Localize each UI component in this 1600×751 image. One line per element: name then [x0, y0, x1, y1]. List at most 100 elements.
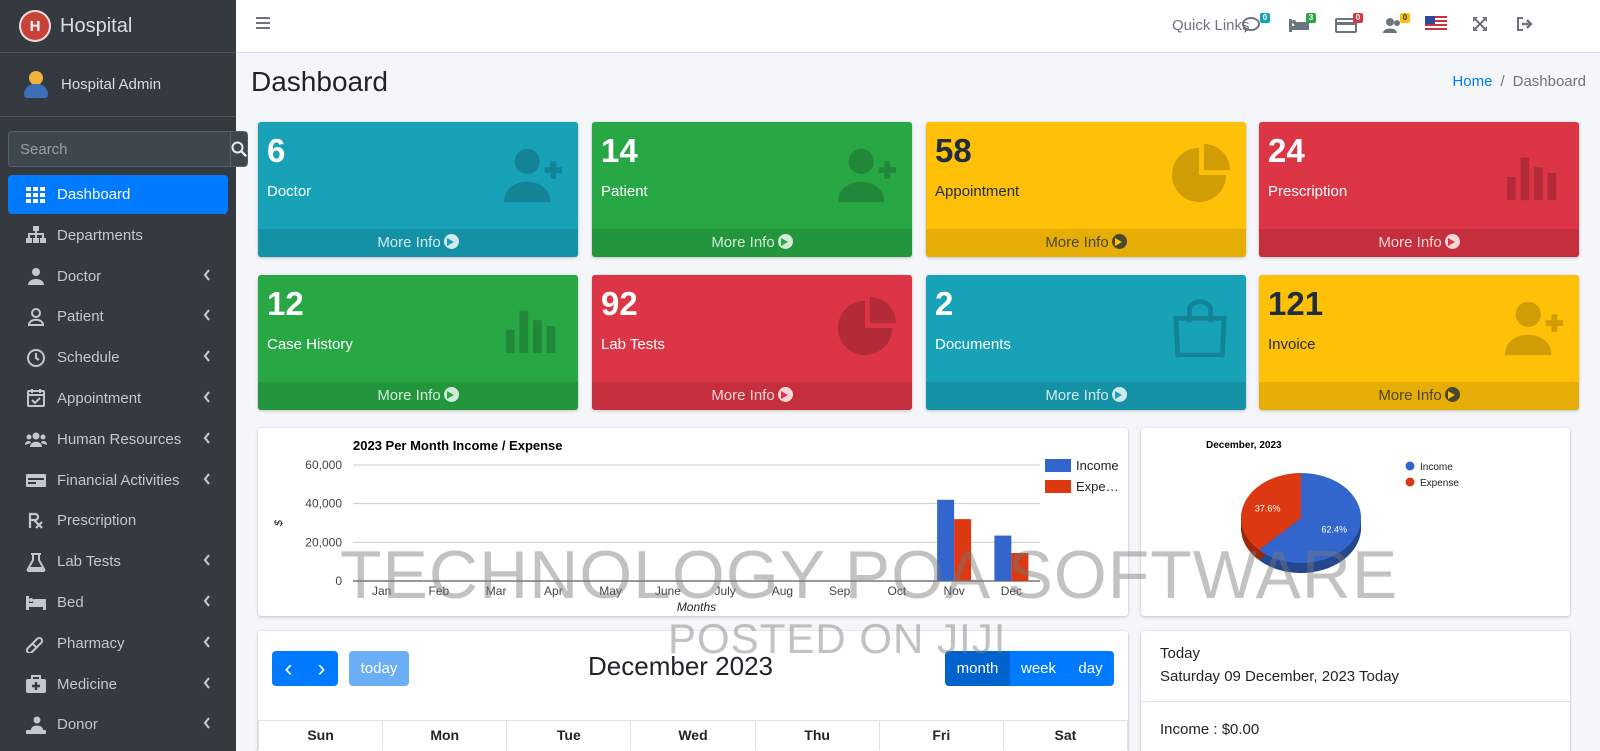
chevron-left-icon[interactable] [203, 594, 211, 610]
chevron-left-icon[interactable] [203, 390, 211, 406]
sidebar-item-label: Pharmacy [57, 634, 125, 652]
chevron-left-icon[interactable] [203, 716, 211, 732]
bed-icon [25, 592, 47, 612]
chevron-left-icon[interactable] [203, 472, 211, 488]
stat-label: Prescription [1268, 183, 1348, 200]
income-expense-bar-chart: 2023 Per Month Income / Expense 60,000 40,… [273, 438, 1119, 614]
sidebar-item-financial-activities[interactable]: Financial Activities [8, 461, 228, 500]
flask-icon [25, 552, 47, 572]
user-panel[interactable]: Hospital Admin [0, 53, 236, 117]
more-info-link[interactable]: More Info [1259, 229, 1579, 257]
sidebar-item-human-resources[interactable]: Human Resources [8, 420, 228, 459]
sidebar-item-dashboard[interactable]: Dashboard [8, 175, 228, 214]
sidebar-item-donor[interactable]: Donor [8, 705, 228, 744]
calendar-month-view-button[interactable]: month [945, 651, 1010, 686]
user-plus-icon [1504, 301, 1564, 356]
chevron-left-icon[interactable] [203, 268, 211, 284]
bed-button[interactable]: 3 [1288, 13, 1316, 36]
chart-title: December, 2023 [1206, 440, 1282, 451]
search-input[interactable] [8, 131, 230, 167]
more-info-link[interactable]: More Info [258, 382, 578, 410]
stat-value: 58 [935, 132, 972, 169]
chevron-right-icon: › [317, 654, 326, 682]
more-info-label: More Info [1378, 387, 1442, 404]
more-info-link[interactable]: More Info [926, 382, 1246, 410]
stat-box-documents: 2 Documents More Info [926, 275, 1246, 410]
x-tick-label: Nov [943, 584, 964, 598]
more-info-link[interactable]: More Info [592, 382, 912, 410]
user-name[interactable]: Hospital Admin [61, 76, 162, 93]
brand-link[interactable]: H Hospital [0, 0, 236, 53]
sidebar-item-departments[interactable]: Departments [8, 216, 228, 255]
calendar-week-view-button[interactable]: week [1010, 651, 1067, 686]
language-button[interactable] [1425, 16, 1449, 36]
stat-label: Doctor [267, 183, 312, 200]
stat-box-appointment: 58 Appointment More Info [926, 122, 1246, 257]
bar-income-dec[interactable] [994, 535, 1012, 581]
chevron-left-icon[interactable] [203, 308, 211, 324]
menu-toggle-icon[interactable] [256, 17, 270, 31]
hospital-logo: H [19, 10, 51, 42]
pie-slice-income[interactable] [1258, 473, 1361, 563]
sidebar-item-patient[interactable]: Patient [8, 297, 228, 336]
chevron-left-icon[interactable] [203, 431, 211, 447]
x-axis-label: Months [677, 600, 716, 614]
sidebar-search [8, 131, 248, 167]
stat-box-lab-tests: 92 Lab Tests More Info [592, 275, 912, 410]
x-tick-label: Aug [772, 584, 793, 598]
comments-icon [1242, 17, 1260, 33]
breadcrumb-home-link[interactable]: Home [1452, 73, 1493, 90]
chevron-left-icon[interactable] [203, 553, 211, 569]
grid-icon [25, 185, 47, 205]
messages-button[interactable]: 0 [1242, 13, 1270, 36]
chevron-left-icon[interactable] [203, 635, 211, 651]
arrow-circle-right-icon [1111, 387, 1127, 402]
x-tick-label: Feb [429, 584, 450, 598]
breadcrumb-current: Dashboard [1512, 73, 1586, 90]
more-info-link[interactable]: More Info [592, 229, 912, 257]
sidebar-item-bed[interactable]: Bed [8, 583, 228, 622]
calendar-day-view-button[interactable]: day [1067, 651, 1114, 686]
messages-badge: 0 [1260, 13, 1270, 23]
sidebar: H Hospital Hospital Admin Dashboard Depar… [0, 0, 248, 751]
fullscreen-button[interactable] [1472, 16, 1496, 36]
sidebar-item-doctor[interactable]: Doctor [8, 257, 228, 296]
stat-value: 121 [1268, 285, 1324, 322]
bar-income-nov[interactable] [937, 499, 955, 581]
bar-expe-nov[interactable] [954, 519, 972, 581]
chevron-left-icon[interactable] [203, 676, 211, 692]
calendar-today-button[interactable]: today [349, 651, 409, 686]
sidebar-item-prescription[interactable]: Prescription [8, 501, 228, 540]
calendar-prev-button[interactable]: ‹ [272, 651, 305, 686]
quick-links-link[interactable]: Quick Links [1172, 17, 1250, 34]
pie-slice-expense[interactable] [1241, 473, 1301, 551]
sidebar-item-medicine[interactable]: Medicine [8, 665, 228, 704]
chevron-left-icon[interactable] [203, 349, 211, 365]
calendar-next-button[interactable]: › [305, 651, 338, 686]
x-tick-label: June [655, 584, 681, 598]
more-info-label: More Info [711, 387, 775, 404]
sidebar-item-pharmacy[interactable]: Pharmacy [8, 624, 228, 663]
more-info-link[interactable]: More Info [1259, 382, 1579, 410]
stat-label: Lab Tests [601, 336, 665, 353]
sidebar-item-lab-tests[interactable]: Lab Tests [8, 542, 228, 581]
legend-swatch [1045, 459, 1071, 472]
users-button[interactable]: 0 [1382, 13, 1410, 36]
payments-button[interactable]: 0 [1335, 13, 1363, 36]
sidebar-item-appointment[interactable]: Appointment [8, 379, 228, 418]
logout-button[interactable] [1516, 16, 1540, 36]
sidebar-item-schedule[interactable]: Schedule [8, 338, 228, 377]
users-badge: 0 [1400, 13, 1410, 23]
sidebar-item-label: Financial Activities [57, 471, 180, 489]
more-info-link[interactable]: More Info [926, 229, 1246, 257]
x-tick-label: Mar [486, 584, 507, 598]
legend-swatch [1405, 461, 1415, 471]
sidebar-nav: Dashboard Departments Doctor Patient Schedul… [0, 175, 236, 744]
bar-expe-dec[interactable] [1011, 552, 1029, 581]
search-button[interactable] [230, 131, 248, 167]
pie-slice-label: 37.6% [1255, 504, 1281, 514]
more-info-link[interactable]: More Info [258, 229, 578, 257]
stat-value: 2 [935, 285, 954, 322]
stat-label: Patient [601, 183, 648, 200]
sitemap-icon [25, 225, 47, 245]
